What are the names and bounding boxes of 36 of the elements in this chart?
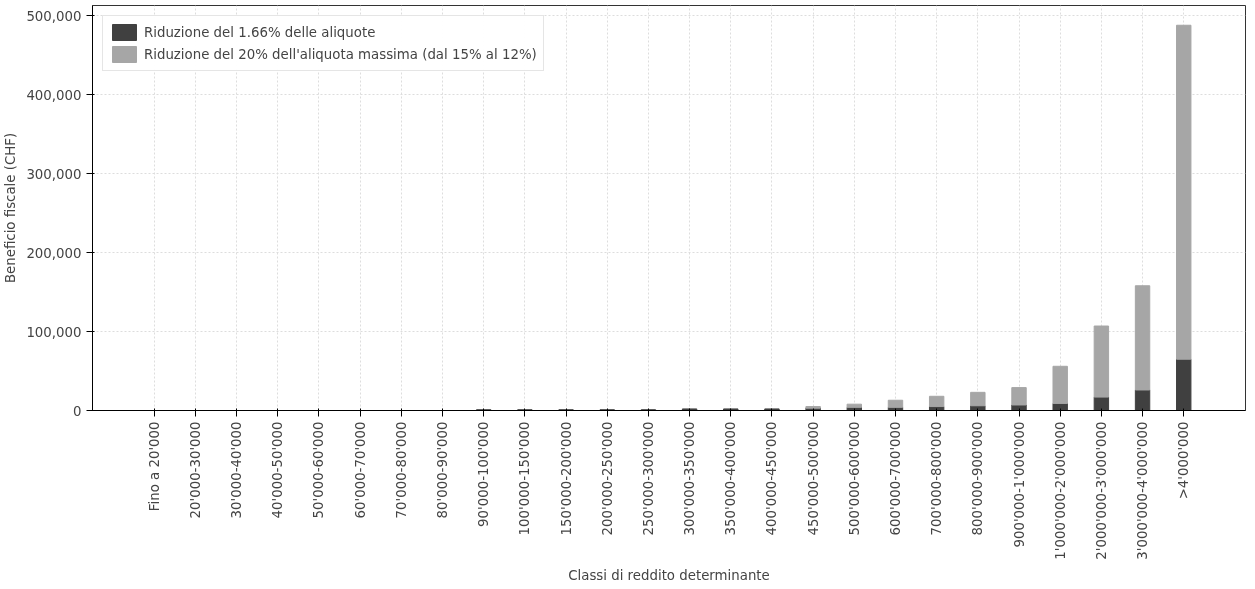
- x-tick-label: 600'000-700'000: [887, 421, 903, 536]
- x-tick-label: Fino a 20'000: [146, 421, 162, 512]
- x-tick-label: 50'000-60'000: [311, 421, 327, 519]
- y-tick-label: 200,000: [26, 245, 82, 261]
- x-tick-label: 350'000-400'000: [723, 421, 739, 536]
- y-tick-label: 400,000: [26, 87, 82, 103]
- x-tick-label: 60'000-70'000: [352, 421, 368, 519]
- x-tick-label: 300'000-350'000: [682, 421, 698, 536]
- x-tick-label: 70'000-80'000: [393, 421, 409, 519]
- legend-label: Riduzione del 20% dell'aliquota massima (dal 15% al 12%): [144, 46, 537, 62]
- y-tick-label: 100,000: [26, 324, 82, 340]
- x-tick-label: 2'000'000-3'000'000: [1093, 421, 1109, 560]
- x-tick-label: 100'000-150'000: [517, 421, 533, 536]
- x-tick-label: 40'000-50'000: [270, 421, 286, 519]
- x-tick-label: >4'000'000: [1176, 421, 1192, 500]
- x-tick-label: 20'000-30'000: [187, 421, 203, 519]
- x-tick-label: 900'000-1'000'000: [1011, 421, 1027, 548]
- x-tick-label: 200'000-250'000: [599, 421, 615, 536]
- x-tick-label: 250'000-300'000: [640, 421, 656, 536]
- x-tick-label: 700'000-800'000: [929, 421, 945, 536]
- y-tick-label: 500,000: [26, 8, 82, 24]
- x-tick-label: 90'000-100'000: [476, 421, 492, 527]
- x-tick-label: 30'000-40'000: [229, 421, 245, 519]
- y-tick-label: 300,000: [26, 166, 82, 182]
- y-axis-title: Beneficio fiscale (CHF): [3, 132, 19, 284]
- x-tick-label: 450'000-500'000: [805, 421, 821, 536]
- x-tick-label: 500'000-600'000: [846, 421, 862, 536]
- x-tick-label: 800'000-900'000: [970, 421, 986, 536]
- x-tick-label: 1'000'000-2'000'000: [1052, 421, 1068, 560]
- legend-label: Riduzione del 1.66% delle aliquote: [144, 24, 376, 40]
- x-tick-label: 150'000-200'000: [558, 421, 574, 536]
- x-tick-label: 80'000-90'000: [435, 421, 451, 519]
- x-axis-title: Classi di reddito determinante: [568, 567, 770, 583]
- x-tick-label: 400'000-450'000: [764, 421, 780, 536]
- x-tick-label: 3'000'000-4'000'000: [1135, 421, 1151, 560]
- y-tick-label: 0: [73, 403, 82, 419]
